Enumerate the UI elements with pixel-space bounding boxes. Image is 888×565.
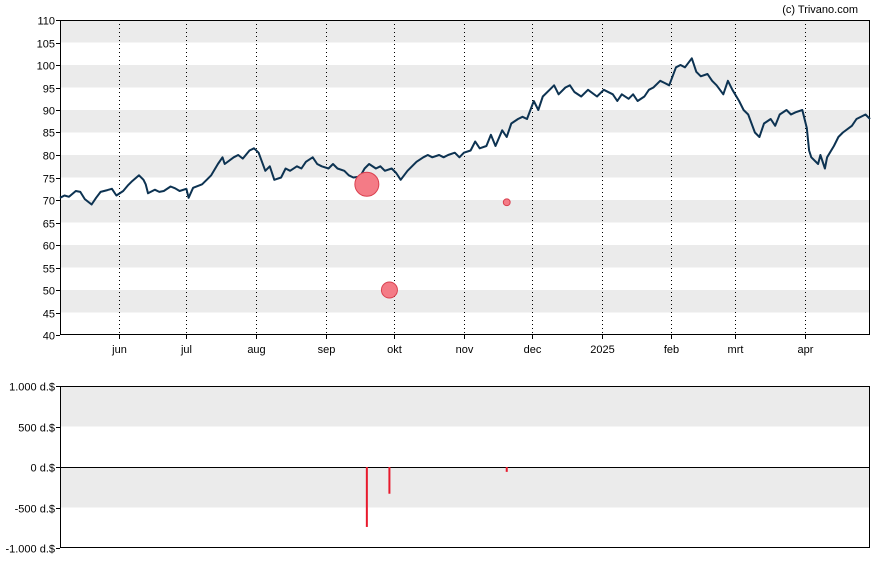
transaction-bubble — [354, 171, 380, 197]
y-tick-label: 55 — [43, 264, 55, 276]
y-tick-label: 85 — [43, 128, 55, 140]
price-line — [59, 57, 871, 206]
y-tick-label: 60 — [43, 241, 55, 253]
bar-y-tick-label: -500 d.$ — [15, 504, 55, 516]
bar-y-tick-label: 1.000 d.$ — [9, 382, 55, 394]
x-tick-label: aug — [247, 344, 265, 356]
transaction-bubble — [380, 281, 398, 299]
bar-y-tick-label: -1.000 d.$ — [5, 544, 55, 556]
x-tick-label: apr — [798, 344, 814, 356]
y-tick-label: 50 — [43, 286, 55, 298]
price-grid-band — [60, 200, 870, 223]
y-tick-label: 40 — [43, 331, 55, 343]
price-grid-band — [60, 110, 870, 133]
bar-y-tick-label: 500 d.$ — [18, 423, 55, 435]
bar-y-tick-label: 0 d.$ — [31, 463, 55, 475]
transaction-bar-panel: 1.000 d.$ 500 d.$ 0 d.$ -500 d.$ -1.000 d.$ — [5, 382, 870, 556]
y-tick-label: 45 — [43, 309, 55, 321]
x-tick-label: sep — [318, 344, 336, 356]
price-grid-band — [60, 290, 870, 313]
y-tick-label: 105 — [37, 39, 55, 51]
y-tick-label: 100 — [37, 61, 55, 73]
credit-text: (c) Trivano.com — [782, 4, 858, 16]
x-tick-label: jun — [111, 344, 127, 356]
x-tick-label: dec — [524, 344, 542, 356]
price-grid-band — [60, 155, 870, 178]
x-tick-label: mrt — [728, 344, 744, 356]
price-chart-panel: jun jul aug sep okt nov dec 2025 feb mrt apr 40 45 50… — [37, 16, 871, 356]
price-plot-frame — [60, 20, 870, 335]
x-tick-label: feb — [664, 344, 679, 356]
x-tick-label: jul — [180, 344, 192, 356]
y-tick-label: 70 — [43, 196, 55, 208]
price-grid-band — [60, 20, 870, 43]
y-tick-label: 110 — [37, 16, 55, 28]
x-tick-label: okt — [387, 344, 402, 356]
y-tick-label: 65 — [43, 219, 55, 231]
transaction-bubble — [502, 198, 511, 207]
bar-grid-band — [60, 467, 870, 508]
bar-grid-band — [60, 386, 870, 427]
y-tick-label: 95 — [43, 84, 55, 96]
x-tick-label: nov — [456, 344, 474, 356]
x-tick-label: 2025 — [590, 344, 614, 356]
y-tick-label: 80 — [43, 151, 55, 163]
y-tick-label: 75 — [43, 174, 55, 186]
y-tick-label: 90 — [43, 106, 55, 118]
